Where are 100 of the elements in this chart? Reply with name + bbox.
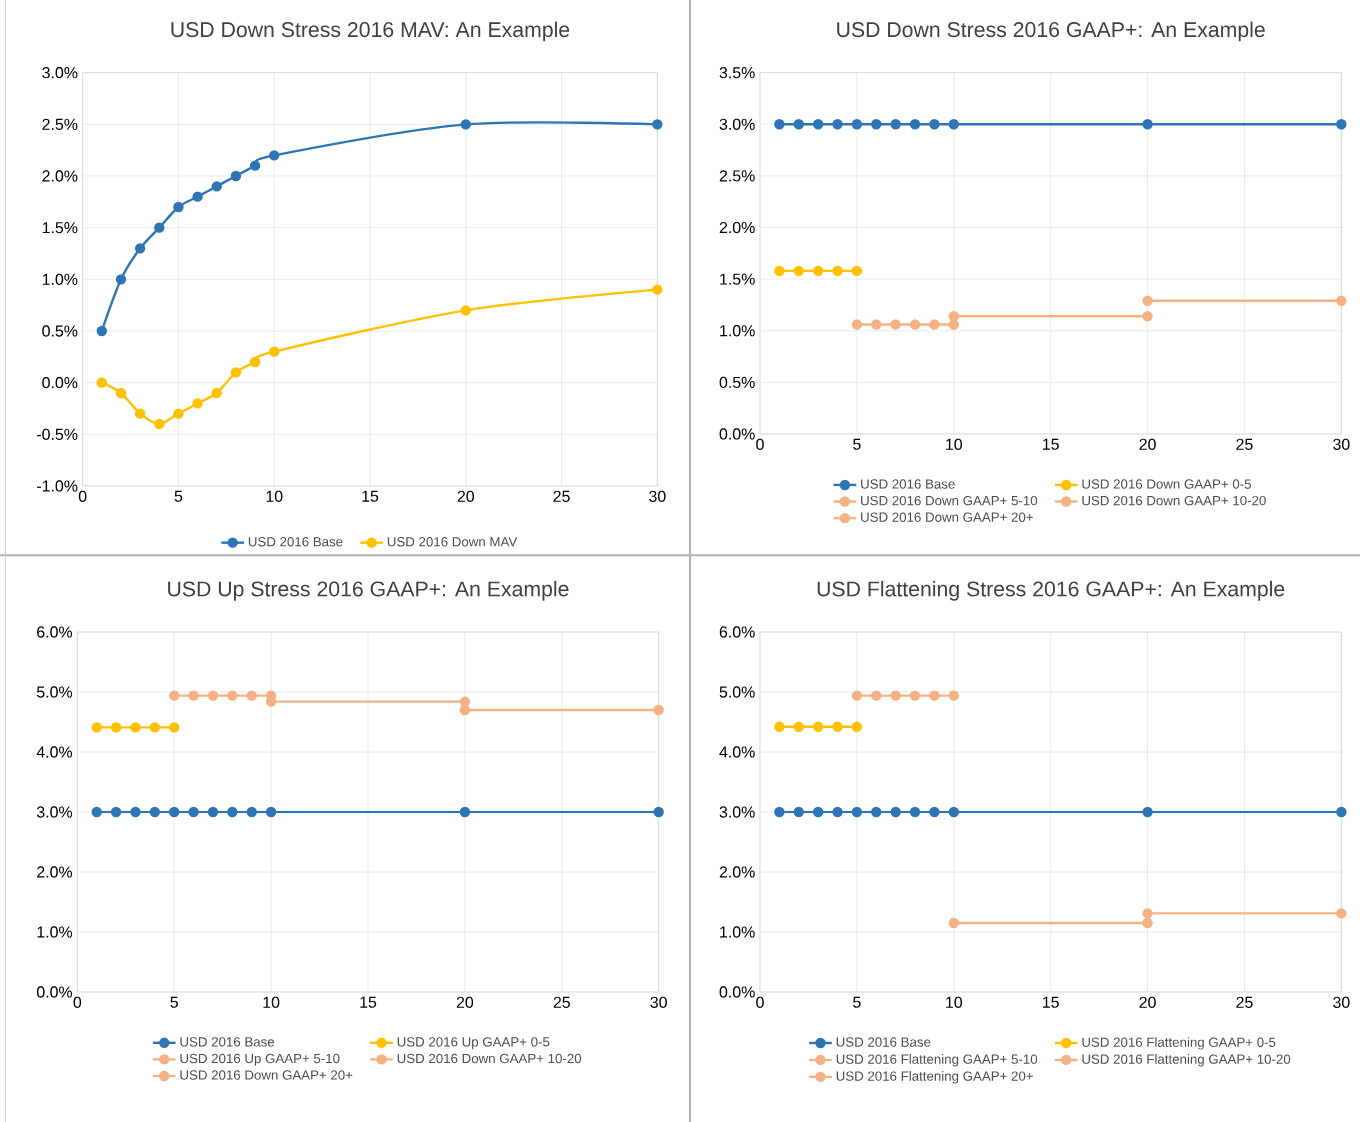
point bbox=[246, 806, 257, 818]
point bbox=[96, 325, 108, 337]
point bbox=[1142, 917, 1153, 929]
legend-label: USD 2016 Down GAAP+ 20+ bbox=[180, 1070, 353, 1080]
y-tick-label: 2.0% bbox=[42, 170, 78, 182]
x-tick-label: 25 bbox=[1236, 996, 1253, 1008]
point bbox=[130, 806, 141, 818]
point bbox=[793, 265, 804, 277]
point bbox=[832, 119, 843, 130]
point bbox=[948, 806, 959, 818]
x-tick-label: 15 bbox=[1043, 438, 1059, 450]
x-tick-label: 15 bbox=[360, 996, 377, 1008]
point bbox=[188, 690, 199, 701]
y-tick-label: 3.0% bbox=[36, 806, 73, 818]
point bbox=[192, 191, 203, 202]
y-tick-label: 1.5% bbox=[42, 222, 78, 234]
point bbox=[774, 806, 785, 818]
point bbox=[1336, 119, 1347, 130]
y-tick-label: 6.0% bbox=[719, 626, 755, 638]
point bbox=[110, 722, 122, 733]
x-tick-label: 30 bbox=[1333, 438, 1350, 450]
point bbox=[249, 160, 261, 171]
point bbox=[653, 806, 664, 818]
point bbox=[832, 265, 843, 277]
y-tick-label: 2.0% bbox=[719, 866, 755, 878]
y-tick-label: -1.0% bbox=[37, 480, 78, 492]
point bbox=[890, 319, 901, 330]
point bbox=[948, 311, 959, 322]
point bbox=[173, 201, 184, 213]
point bbox=[890, 690, 901, 701]
legend-label: USD 2016 Down GAAP+ 10-20 bbox=[397, 1053, 582, 1064]
x-tick-label: 10 bbox=[946, 996, 963, 1008]
point bbox=[265, 806, 277, 818]
point bbox=[230, 170, 242, 182]
point bbox=[115, 387, 127, 399]
point bbox=[149, 806, 161, 818]
point bbox=[871, 119, 882, 130]
y-tick-label: 3.0% bbox=[42, 67, 78, 79]
y-tick-label: 1.0% bbox=[720, 325, 755, 337]
x-tick-label: 20 bbox=[456, 996, 474, 1008]
point bbox=[851, 721, 863, 732]
y-tick-label: 1.0% bbox=[37, 926, 73, 938]
point bbox=[227, 806, 238, 818]
point bbox=[774, 265, 785, 277]
legend-label: USD 2016 Down GAAP+ 0-5 bbox=[1082, 479, 1251, 489]
y-tick-label: 0.0% bbox=[42, 377, 78, 389]
legend-label: USD 2016 Base bbox=[836, 1037, 931, 1047]
point bbox=[890, 806, 901, 818]
y-tick-label: 1.0% bbox=[42, 273, 78, 285]
point bbox=[948, 319, 959, 330]
point bbox=[909, 119, 921, 130]
legend-label: USD 2016 Base bbox=[248, 537, 343, 547]
point bbox=[134, 408, 146, 419]
point bbox=[652, 284, 663, 295]
legend-label: USD 2016 Up GAAP+ 5-10 bbox=[180, 1053, 340, 1066]
point bbox=[1142, 295, 1153, 307]
x-tick-label: 0 bbox=[73, 996, 82, 1008]
y-tick-label: 3.0% bbox=[719, 806, 755, 818]
point bbox=[812, 119, 824, 130]
point bbox=[249, 356, 261, 368]
point bbox=[154, 222, 165, 233]
x-tick-label: 0 bbox=[78, 490, 87, 502]
point bbox=[1336, 295, 1347, 307]
x-tick-label: 25 bbox=[553, 490, 570, 502]
legend-label: USD 2016 Down GAAP+ 10-20 bbox=[1082, 495, 1266, 506]
point bbox=[459, 806, 471, 818]
point bbox=[851, 319, 863, 330]
point bbox=[211, 387, 222, 399]
point bbox=[851, 690, 863, 701]
x-tick-label: 30 bbox=[649, 490, 666, 502]
point bbox=[269, 150, 280, 161]
point bbox=[929, 119, 940, 130]
point bbox=[832, 721, 843, 732]
legend-label: USD 2016 Down MAV bbox=[387, 537, 518, 547]
point bbox=[909, 319, 921, 330]
point bbox=[134, 243, 146, 254]
x-tick-label: 30 bbox=[650, 996, 667, 1008]
point bbox=[812, 265, 824, 277]
point bbox=[230, 367, 242, 378]
point bbox=[1142, 119, 1153, 130]
point bbox=[460, 119, 471, 130]
y-tick-label: 5.0% bbox=[36, 686, 73, 698]
point bbox=[246, 690, 257, 701]
point bbox=[871, 690, 882, 701]
point bbox=[812, 806, 824, 818]
y-tick-label: 2.5% bbox=[42, 118, 78, 130]
y-tick-label: 2.0% bbox=[719, 221, 755, 234]
point bbox=[909, 690, 921, 701]
point bbox=[652, 119, 663, 130]
legend-label: USD 2016 Down GAAP+ 20+ bbox=[861, 512, 1033, 522]
legend-label: USD 2016 Flattening GAAP+ 20+ bbox=[836, 1071, 1033, 1084]
point bbox=[832, 806, 843, 818]
point bbox=[91, 722, 102, 733]
point bbox=[169, 806, 180, 818]
x-tick-label: 5 bbox=[853, 438, 861, 450]
point bbox=[1336, 806, 1347, 818]
point bbox=[211, 181, 222, 192]
chart-title: USD Up Stress 2016 GAAP+: An Example bbox=[168, 580, 569, 601]
legend-label: USD 2016 Up GAAP+ 0-5 bbox=[397, 1037, 550, 1050]
y-tick-label: 2.0% bbox=[37, 866, 73, 878]
